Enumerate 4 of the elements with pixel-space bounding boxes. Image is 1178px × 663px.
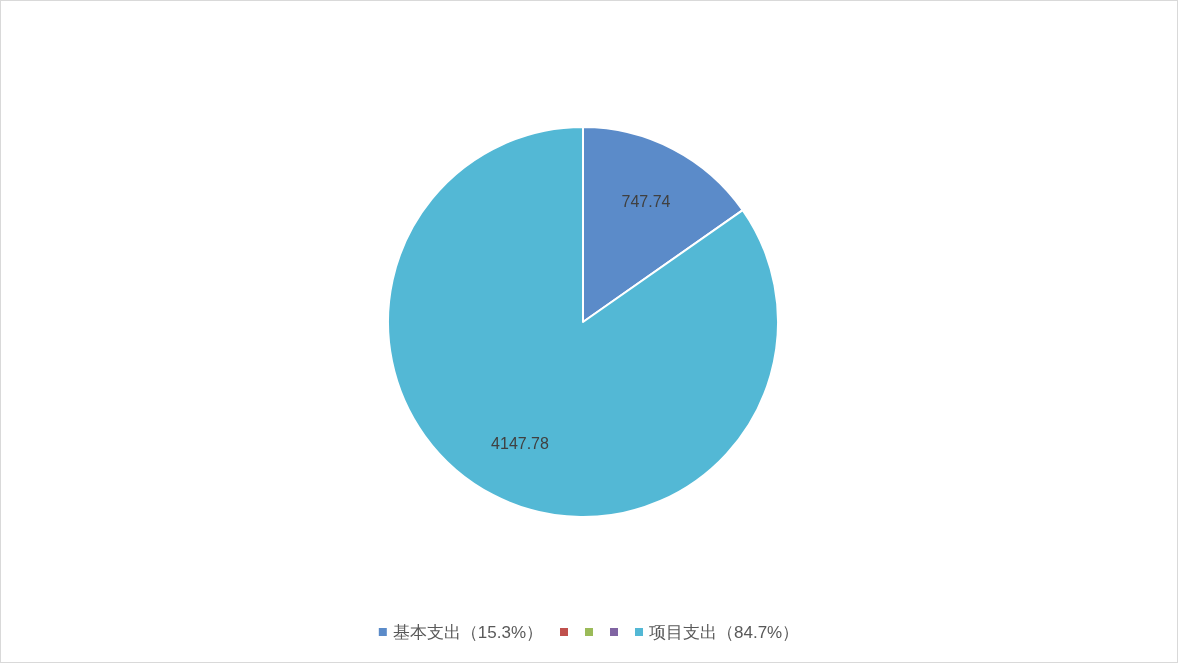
legend-label: 项目支出（84.7%） [649,623,800,642]
legend-label: 基本支出（15.3%） [392,623,543,642]
data-label: 4147.78 [491,435,549,453]
data-label: 747.74 [621,192,671,210]
